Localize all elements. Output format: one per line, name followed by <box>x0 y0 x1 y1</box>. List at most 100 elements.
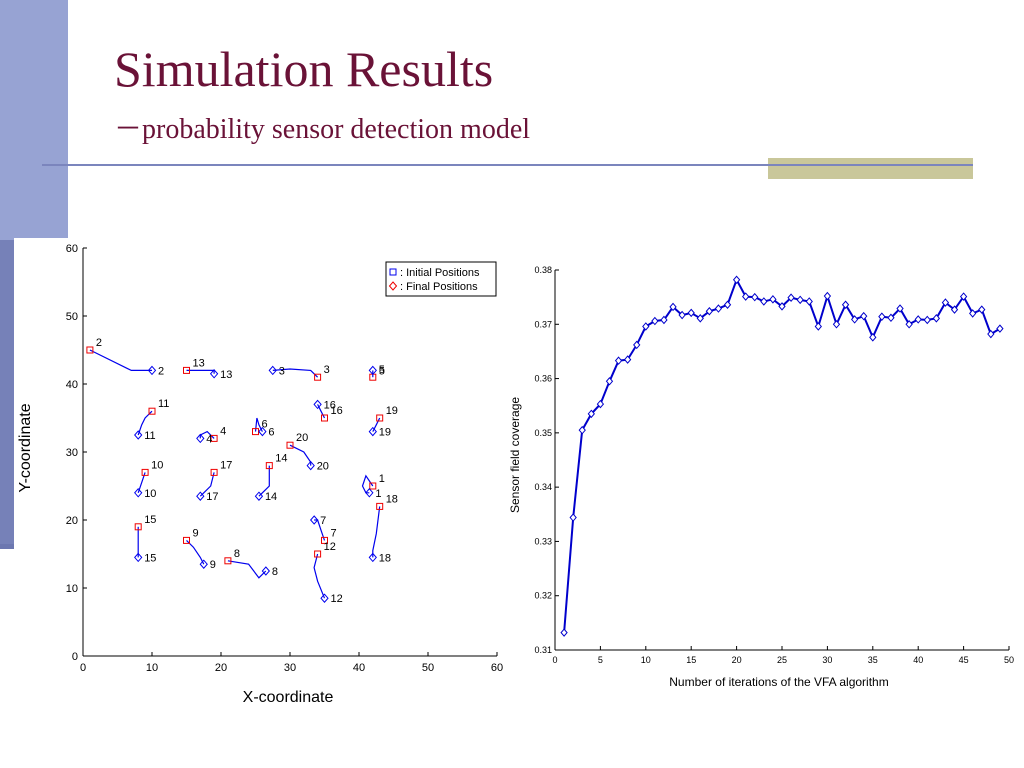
sensor-initial-marker-4 <box>210 434 218 442</box>
sensor-initial-label-1: 1 <box>379 473 385 485</box>
coverage-point <box>732 275 741 285</box>
sensor-final-marker-13 <box>209 369 219 379</box>
left-x-tick-label: 50 <box>422 662 434 674</box>
sensor-final-marker-16 <box>313 399 322 410</box>
coverage-point <box>923 315 931 325</box>
sensor-final-marker-18 <box>368 552 377 563</box>
coverage-point <box>969 309 977 318</box>
sensor-initial-marker-8 <box>224 557 232 565</box>
left-x-axis-label: X-coordinate <box>243 689 334 706</box>
left-y-tick-label: 20 <box>66 515 78 527</box>
coverage-point <box>987 329 995 339</box>
right-x-tick-label: 30 <box>822 655 832 665</box>
sensor-initial-label-15: 15 <box>144 514 156 526</box>
sensor-initial-marker-20 <box>286 441 294 449</box>
slide-subtitle: －probability sensor detection model <box>114 114 531 145</box>
sensor-final-label-19: 19 <box>379 427 391 439</box>
coverage-point <box>805 297 813 306</box>
sensor-final-label-18: 18 <box>379 552 391 564</box>
sensor-initial-marker-1 <box>369 482 377 490</box>
left-y-tick-label: 0 <box>72 651 78 663</box>
sensor-final-label-15: 15 <box>144 552 156 564</box>
title-divider <box>42 164 972 166</box>
right-y-tick-label: 0.34 <box>534 482 552 492</box>
sensor-path-6 <box>254 417 263 432</box>
right-x-tick-label: 10 <box>641 655 651 665</box>
coverage-point <box>678 310 686 320</box>
sensor-path-7 <box>314 519 326 541</box>
slide-sidebar-accent <box>0 240 14 548</box>
coverage-point <box>832 320 841 329</box>
coverage-point <box>596 399 605 409</box>
sensor-path-20 <box>289 444 312 466</box>
coverage-point <box>705 306 714 316</box>
coverage-point <box>896 304 904 313</box>
right-y-tick-label: 0.36 <box>534 374 552 384</box>
coverage-point <box>651 316 659 326</box>
sensor-final-marker-12 <box>320 593 329 603</box>
sensor-final-marker-4 <box>196 433 205 444</box>
left-x-tick-label: 60 <box>491 662 503 674</box>
right-x-tick-label: 0 <box>552 655 557 665</box>
sensor-initial-label-8: 8 <box>234 548 240 560</box>
coverage-point <box>569 513 577 522</box>
coverage-point <box>760 297 768 306</box>
legend-diamond-icon <box>388 281 398 291</box>
left-chart-axes: 0 10 20 30 40 50 60 0 10 20 30 40 50 60 <box>66 243 503 674</box>
sensor-initial-marker-12 <box>314 550 322 558</box>
right-x-tick-label: 35 <box>868 655 878 665</box>
left-x-tick-label: 30 <box>284 662 296 674</box>
sensor-final-label-9: 9 <box>210 559 216 571</box>
sensor-initial-marker-17 <box>210 468 218 476</box>
coverage-point <box>723 300 732 310</box>
sensor-path-8 <box>227 560 267 579</box>
sensor-initial-marker-7 <box>321 536 328 544</box>
sensor-final-label-17: 17 <box>206 491 218 503</box>
sensor-final-marker-9 <box>199 559 208 569</box>
coverage-point <box>778 302 786 311</box>
legend-square-icon <box>389 268 397 276</box>
right-y-tick-label: 0.32 <box>534 591 552 601</box>
sensor-final-marker-20 <box>306 460 315 471</box>
right-x-axis-label: Number of iterations of the VFA algorith… <box>669 675 888 689</box>
right-chart-axes: 0 5 10 15 20 25 30 35 40 45 50 0.31 0.32 0.33 0.34 0.35… <box>534 265 1014 665</box>
right-x-tick-label: 15 <box>686 655 696 665</box>
sensor-initial-label-14: 14 <box>275 453 287 465</box>
coverage-point <box>642 322 650 331</box>
sensor-final-marker-3 <box>268 365 277 376</box>
sensor-initial-marker-10 <box>141 468 149 476</box>
coverage-point <box>587 409 595 419</box>
coverage-point <box>932 314 941 323</box>
sensor-initial-label-9: 9 <box>193 527 199 539</box>
right-y-tick-label: 0.38 <box>534 265 552 275</box>
sensor-path-12 <box>313 553 326 599</box>
coverage-point <box>941 298 950 307</box>
right-x-tick-label: 25 <box>777 655 787 665</box>
sensor-initial-label-4: 4 <box>220 425 226 437</box>
sensor-initial-label-11: 11 <box>158 398 169 410</box>
sensor-final-marker-10 <box>134 488 143 498</box>
coverage-point <box>769 295 777 304</box>
coverage-point <box>823 291 832 301</box>
accent-block <box>768 158 973 179</box>
left-x-tick-label: 0 <box>80 662 86 674</box>
sensor-final-marker-7 <box>309 515 319 525</box>
sensor-initial-marker-15 <box>134 523 142 531</box>
sensor-final-label-2: 2 <box>158 365 164 377</box>
sensor-initial-marker-14 <box>265 462 273 470</box>
sensor-final-marker-8 <box>261 566 271 576</box>
coverage-point <box>669 302 677 312</box>
left-x-tick-label: 20 <box>215 662 227 674</box>
sensor-initial-marker-2 <box>86 346 94 354</box>
sensor-initial-marker-18 <box>376 502 384 510</box>
coverage-point <box>959 292 968 301</box>
right-y-axis-label: Sensor field coverage <box>508 397 522 513</box>
sensor-initial-label-2: 2 <box>96 337 102 349</box>
coverage-point <box>996 324 1004 333</box>
sensor-final-marker-2 <box>147 365 157 376</box>
coverage-point <box>714 304 723 313</box>
sensor-final-marker-14 <box>254 491 264 501</box>
sensor-final-label-6: 6 <box>268 427 274 439</box>
